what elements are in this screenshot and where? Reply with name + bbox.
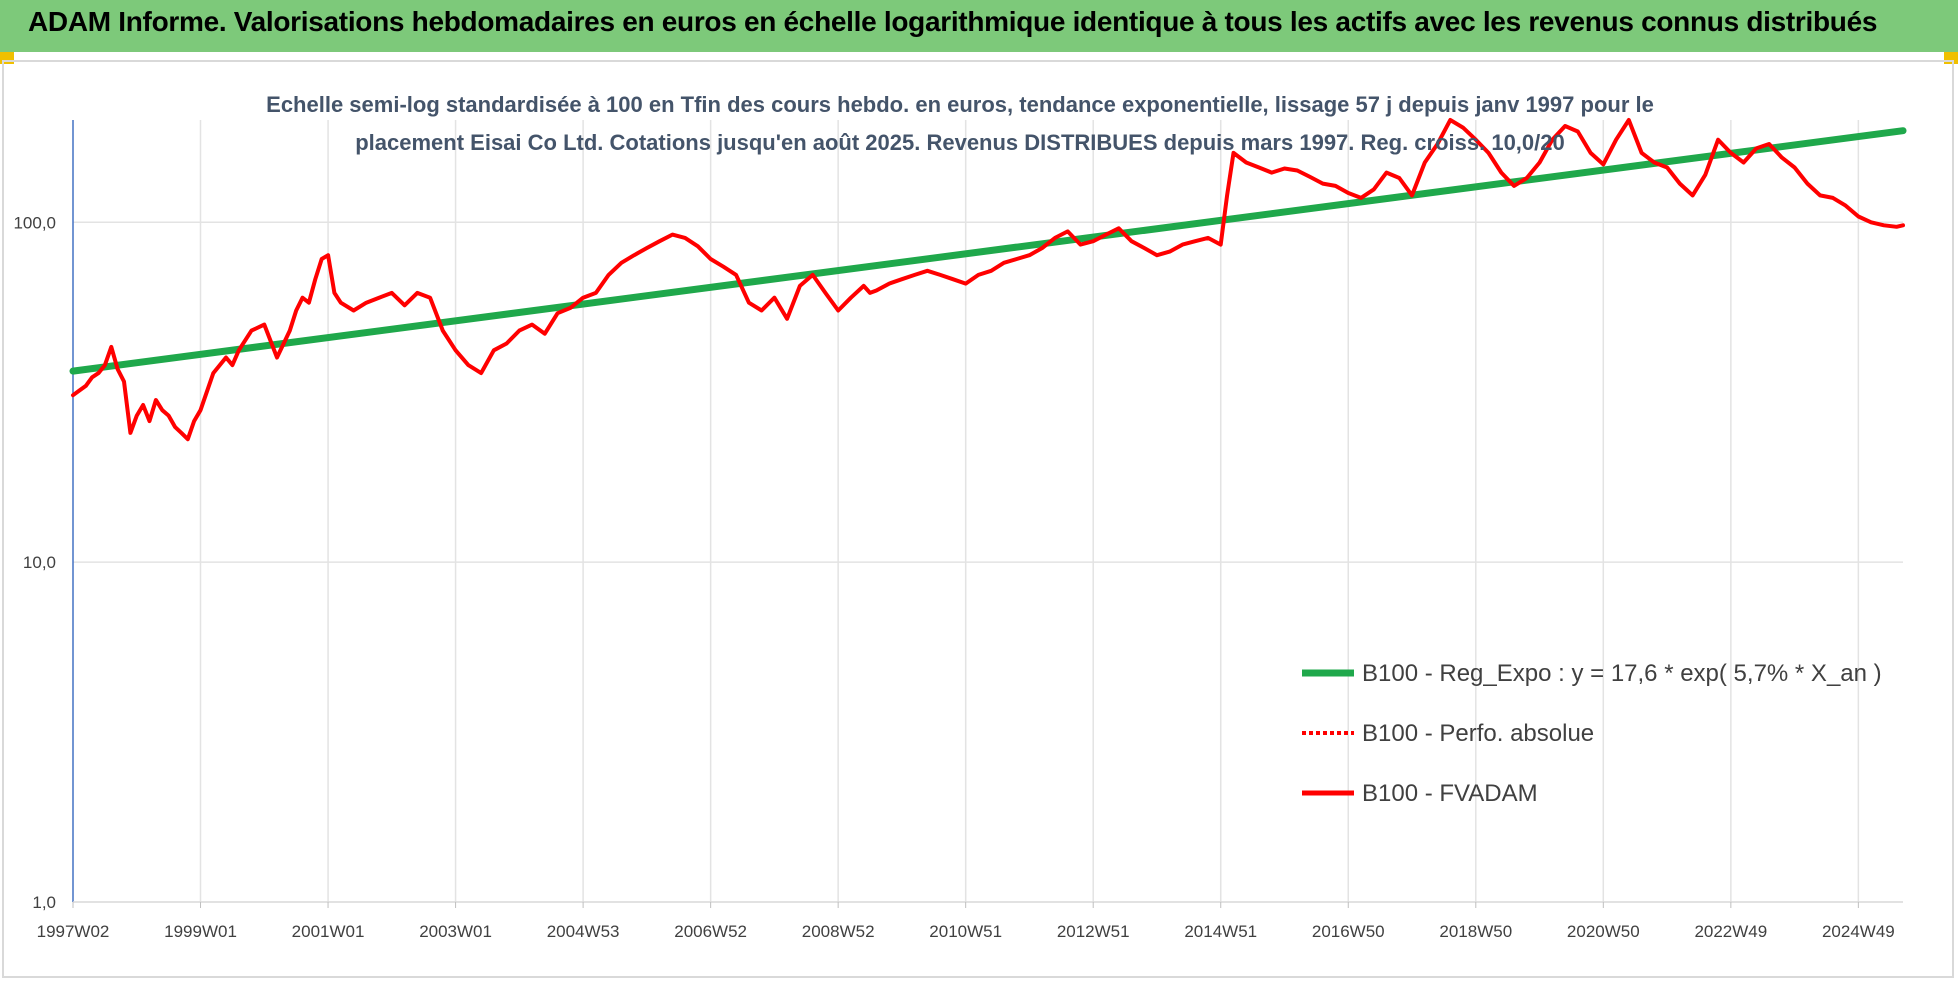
x-tick-label: 2010W51 <box>929 922 1002 941</box>
axis-ticks: 1997W02 1999W01 2001W01 2003W01 2004W53 2006W… <box>13 213 1894 941</box>
page-title: ADAM Informe. Valorisations hebdomadaire… <box>28 6 1878 37</box>
x-tick-label: 2003W01 <box>419 922 492 941</box>
legend: B100 - Reg_Expo : y = 17,6 * exp( 5,7% *… <box>1302 660 1882 807</box>
x-tick-label: 2001W01 <box>292 922 365 941</box>
x-tick-label: 2018W50 <box>1439 922 1512 941</box>
chart-subtitle: Echelle semi-log standardisée à 100 en T… <box>250 86 1670 162</box>
x-tick-label: 2014W51 <box>1184 922 1257 941</box>
x-tick-label: 2022W49 <box>1694 922 1767 941</box>
x-tick-label: 2004W53 <box>547 922 620 941</box>
x-tick-label: 1999W01 <box>164 922 237 941</box>
y-tick-label: 10,0 <box>23 553 56 572</box>
series-line-0 <box>69 127 1907 375</box>
chart-subtitle-line-1: Echelle semi-log standardisée à 100 en T… <box>266 92 1654 117</box>
grid <box>73 120 1903 902</box>
x-tick-label: 2012W51 <box>1057 922 1130 941</box>
legend-label-2: B100 - FVADAM <box>1362 780 1538 807</box>
title-banner: ADAM Informe. Valorisations hebdomadaire… <box>0 0 1958 52</box>
y-tick-label: 1,0 <box>32 893 56 912</box>
x-tick-label: 1997W02 <box>37 922 110 941</box>
x-tick-label: 2020W50 <box>1567 922 1640 941</box>
x-tick-label: 2008W52 <box>802 922 875 941</box>
x-tick-label: 2024W49 <box>1822 922 1895 941</box>
x-tick-label: 2016W50 <box>1312 922 1385 941</box>
series <box>69 118 1907 442</box>
x-tick-label: 2006W52 <box>674 922 747 941</box>
chart-frame <box>2 60 1954 978</box>
series-line-2 <box>71 118 1905 442</box>
legend-label-1: B100 - Perfo. absolue <box>1362 720 1594 747</box>
y-tick-label: 100,0 <box>13 213 56 232</box>
legend-label-0: B100 - Reg_Expo : y = 17,6 * exp( 5,7% *… <box>1362 660 1882 687</box>
chart-subtitle-line-2: placement Eisai Co Ltd. Cotations jusqu'… <box>355 130 1565 155</box>
